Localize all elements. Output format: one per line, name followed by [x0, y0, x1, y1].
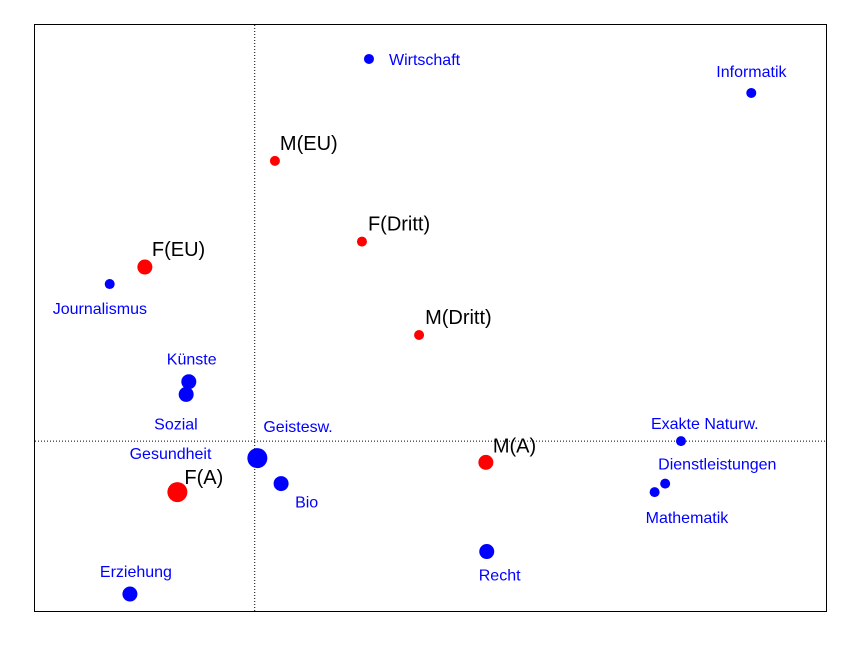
- point-dienstleistungen: [660, 478, 671, 489]
- label-f-eu: F(EU): [152, 239, 205, 261]
- point-labels: Wirtschaft Informatik Journalismus Künste So…: [53, 52, 788, 585]
- label-gesundheit: Gesundheit: [130, 446, 212, 463]
- point-exakte-naturw: [675, 436, 686, 447]
- label-m-a: M(A): [493, 435, 536, 457]
- point-m-dritt: [414, 329, 425, 340]
- point-m-a: [478, 454, 494, 470]
- point-kunste: [181, 374, 197, 390]
- point-gesundheit: [248, 452, 264, 468]
- label-informatik: Informatik: [716, 64, 787, 81]
- plot-frame: [34, 24, 827, 612]
- point-informatik: [746, 87, 757, 98]
- point-recht: [479, 544, 495, 560]
- label-dienstleistungen: Dienstleistungen: [658, 457, 776, 474]
- point-bio: [273, 476, 289, 492]
- label-recht: Recht: [479, 568, 521, 585]
- label-exakte-naturw: Exakte Naturw.: [651, 416, 759, 433]
- point-erziehung: [122, 586, 138, 602]
- label-erziehung: Erziehung: [100, 564, 172, 581]
- point-sozial: [178, 386, 194, 402]
- point-f-a: [167, 482, 188, 503]
- point-f-eu: [137, 259, 153, 275]
- label-mathematik: Mathematik: [646, 510, 730, 527]
- label-geistesw: Geistesw.: [263, 419, 332, 436]
- label-wirtschaft: Wirtschaft: [389, 52, 461, 69]
- point-wirtschaft: [363, 53, 374, 64]
- data-points: [104, 53, 757, 602]
- point-m-eu: [269, 155, 280, 166]
- label-f-a: F(A): [184, 467, 223, 489]
- label-m-eu: M(EU): [280, 133, 338, 155]
- label-sozial: Sozial: [154, 416, 198, 433]
- point-mathematik: [649, 487, 660, 498]
- point-f-dritt: [356, 236, 367, 247]
- point-journalismus: [104, 279, 115, 290]
- label-journalismus: Journalismus: [53, 301, 147, 318]
- label-kunste: Künste: [167, 352, 217, 369]
- label-m-dritt: M(Dritt): [425, 307, 492, 329]
- label-bio: Bio: [295, 495, 318, 512]
- label-f-dritt: F(Dritt): [368, 214, 430, 236]
